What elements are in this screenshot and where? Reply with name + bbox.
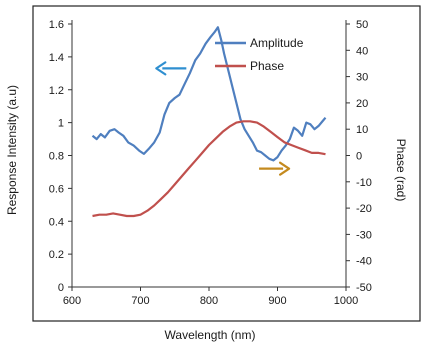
y-left-tick-label: 0.4 bbox=[49, 216, 64, 228]
chart-frame bbox=[32, 5, 421, 322]
y-left-tick-label: 1.6 bbox=[49, 19, 64, 31]
x-tick-label: 900 bbox=[268, 295, 286, 307]
axes: 600 700 800 900 1000 0 0.2 0.4 0.6 0.8 1 1.2 1.4 1.6 -… bbox=[49, 19, 372, 307]
series-line-phase bbox=[92, 120, 326, 218]
y-right-tick-label: 40 bbox=[356, 45, 368, 57]
y-right-tick-label: 0 bbox=[356, 151, 362, 163]
y-right-tick-label: 10 bbox=[356, 124, 368, 136]
x-axis-label: Wavelength (nm) bbox=[165, 328, 256, 342]
series-line-amplitude bbox=[91, 26, 327, 162]
y-axis-right-label: Phase (rad) bbox=[394, 139, 408, 202]
x-tick-label: 800 bbox=[200, 295, 218, 307]
left-arrow bbox=[155, 61, 187, 76]
y-axis-left-label: Response Intensity (a.u) bbox=[5, 85, 19, 215]
legend-label-amplitude: Amplitude bbox=[250, 36, 304, 50]
y-right-tick-label: -30 bbox=[356, 229, 372, 241]
y-right-tick-label: 30 bbox=[356, 72, 368, 84]
y-right-tick-label: -10 bbox=[356, 177, 372, 189]
x-tick-label: 700 bbox=[131, 295, 149, 307]
series-group bbox=[91, 26, 327, 218]
y-left-tick-label: 0.8 bbox=[49, 151, 64, 163]
y-right-tick-label: 50 bbox=[356, 19, 368, 31]
y-left-tick-label: 0 bbox=[58, 282, 64, 294]
x-tick-label: 1000 bbox=[334, 295, 358, 307]
y-left-tick-label: 1.4 bbox=[49, 52, 64, 64]
y-left-tick-label: 1 bbox=[58, 118, 64, 130]
y-right-tick-label: -40 bbox=[356, 256, 372, 268]
arrow-head bbox=[155, 61, 167, 76]
y-left-tick-label: 0.2 bbox=[49, 249, 64, 261]
annotation-arrows bbox=[155, 61, 291, 176]
right-arrow bbox=[259, 161, 291, 176]
y-right-tick-label: -20 bbox=[356, 203, 372, 215]
y-right-tick-label: 20 bbox=[356, 98, 368, 110]
y-left-tick-label: 0.6 bbox=[49, 183, 64, 195]
x-tick-label: 600 bbox=[63, 295, 81, 307]
arrow-head bbox=[278, 161, 291, 176]
y-left-tick-label: 1.2 bbox=[49, 85, 64, 97]
legend: Amplitude Phase bbox=[215, 36, 304, 73]
y-right-tick-label: -50 bbox=[356, 282, 372, 294]
legend-label-phase: Phase bbox=[250, 59, 284, 73]
